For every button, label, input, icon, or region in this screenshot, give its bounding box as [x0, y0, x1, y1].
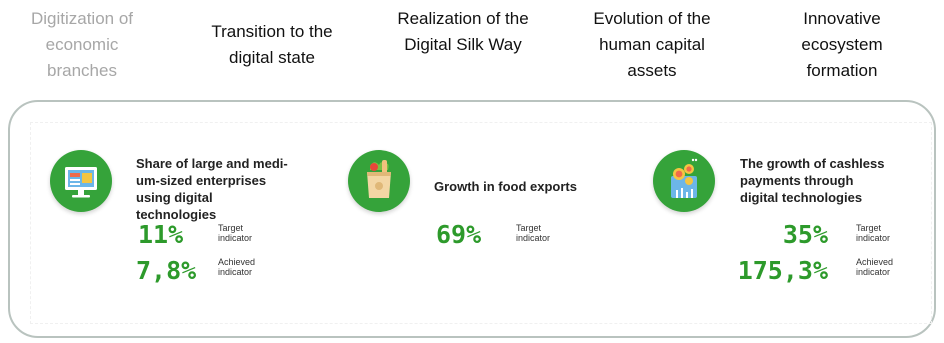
grocery-bag-icon	[348, 150, 410, 212]
card-1-achieved-value: 7,8%	[136, 256, 197, 285]
tab-human-capital-assets[interactable]: Evolution of the human capital assets	[593, 9, 711, 80]
card-3-target-value: 35%	[782, 220, 828, 249]
card-1-achieved-label: Achieved indicator	[218, 257, 256, 277]
card-3-achieved-value: 175,3%	[737, 256, 828, 285]
card-1-target-value: 11%	[138, 220, 184, 249]
card-2-target-label: Target indicator	[516, 223, 551, 243]
tab-transition-to-digital-state[interactable]: Transition to the digital state	[211, 22, 333, 67]
tab-digital-silk-way[interactable]: Realization of the Digital Silk Way	[397, 9, 529, 54]
card-1-target-label: Target indicator	[218, 223, 253, 243]
indicators-panel: Share of large and medi-um-sized enterpr…	[8, 100, 936, 338]
indicators-inner-frame	[30, 122, 932, 324]
card-2-target-value: 69%	[436, 220, 482, 249]
monitor-icon	[50, 150, 112, 212]
card-1-title: Share of large and medi-um-sized enterpr…	[136, 156, 288, 222]
card-3-achieved-label: Achieved indicator	[856, 257, 894, 277]
card-3-title: The growth of cashless payments through …	[740, 156, 885, 205]
tab-digitization-of-economic-branches[interactable]: Digitization of economic branches	[30, 9, 134, 80]
card-3-target-label: Target indicator	[856, 223, 891, 243]
coins-card-icon	[653, 150, 715, 212]
card-2-title: Growth in food exports	[434, 179, 577, 194]
tab-innovative-ecosystem[interactable]: Innovative ecosystem formation	[801, 9, 883, 80]
